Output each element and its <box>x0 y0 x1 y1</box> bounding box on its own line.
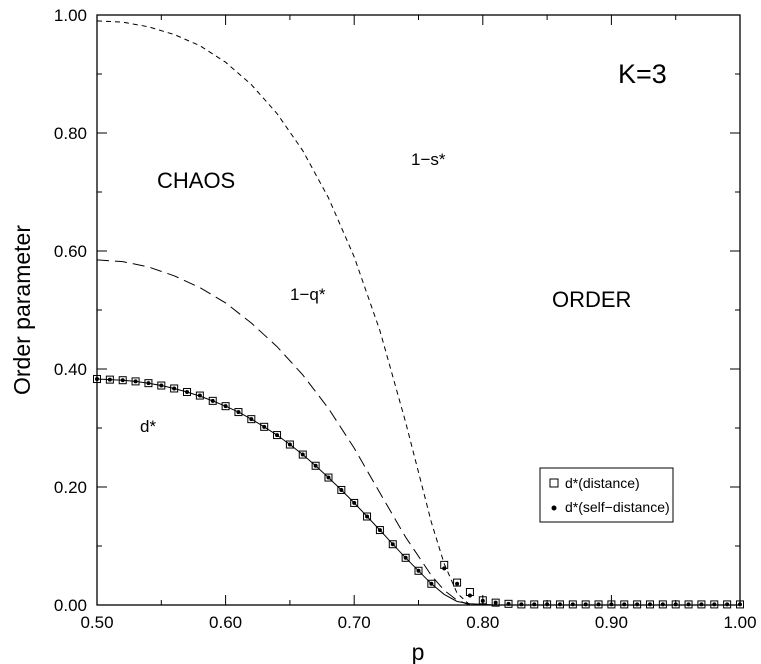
y-tick-label: 0.20 <box>54 478 87 497</box>
self-distance-marker <box>481 599 485 603</box>
self-distance-marker <box>507 602 511 606</box>
y-axis-label: Order parameter <box>9 225 35 395</box>
self-distance-marker <box>326 476 330 480</box>
self-distance-marker <box>738 602 742 606</box>
self-distance-marker <box>236 410 240 414</box>
self-distance-marker <box>108 378 112 382</box>
self-distance-marker <box>494 601 498 605</box>
self-distance-marker <box>622 602 626 606</box>
self-distance-marker <box>391 542 395 546</box>
y-tick-label: 1.00 <box>54 6 87 25</box>
self-distance-marker <box>635 602 639 606</box>
self-distance-marker <box>249 417 253 421</box>
self-distance-marker <box>275 433 279 437</box>
self-distance-marker <box>314 464 318 468</box>
y-tick-labels: 0.00 0.20 0.40 0.60 0.80 1.00 <box>54 6 87 615</box>
self-distance-marker <box>584 602 588 606</box>
self-distance-marker <box>262 425 266 429</box>
order-region-label: ORDER <box>552 287 631 312</box>
self-distance-marker <box>712 602 716 606</box>
self-distance-marker <box>429 582 433 586</box>
x-tick-labels: 0.50 0.60 0.70 0.80 0.90 1.00 <box>80 613 756 632</box>
legend-label-self-distance: d*(self−distance) <box>565 499 670 515</box>
d-curve-label: d* <box>140 417 156 436</box>
self-distance-marker <box>224 404 228 408</box>
x-tick-label: 0.90 <box>595 613 628 632</box>
x-axis-label: p <box>412 639 425 664</box>
self-distance-marker <box>185 390 189 394</box>
self-distance-marker <box>172 386 176 390</box>
self-distance-marker <box>674 602 678 606</box>
self-distance-marker <box>545 602 549 606</box>
self-distance-marker <box>687 602 691 606</box>
legend-marker-self-distance <box>552 506 557 511</box>
self-distance-marker <box>95 377 99 381</box>
x-tick-label: 0.70 <box>338 613 371 632</box>
self-distance-marker <box>301 453 305 457</box>
self-distance-marker <box>571 602 575 606</box>
y-tick-label: 0.40 <box>54 360 87 379</box>
self-distance-marker <box>648 602 652 606</box>
self-distance-marker <box>597 602 601 606</box>
self-distance-marker <box>404 556 408 560</box>
self-distance-marker <box>468 594 472 598</box>
y-tick-label: 0.60 <box>54 242 87 261</box>
self-distance-marker <box>159 384 163 388</box>
legend: d*(distance) d*(self−distance) <box>540 468 673 522</box>
q-curve-label: 1−q* <box>290 285 326 304</box>
self-distance-marker <box>609 602 613 606</box>
x-tick-label: 0.80 <box>466 613 499 632</box>
y-tick-label: 0.00 <box>54 596 87 615</box>
self-distance-marker <box>365 515 369 519</box>
self-distance-marker <box>442 566 446 570</box>
self-distance-marker <box>134 379 138 383</box>
self-distance-marker <box>725 602 729 606</box>
x-tick-label: 0.50 <box>80 613 113 632</box>
chaos-region-label: CHAOS <box>157 168 235 193</box>
self-distance-marker <box>352 501 356 505</box>
self-distance-marker <box>146 381 150 385</box>
self-distance-marker <box>699 602 703 606</box>
self-distance-marker <box>661 602 665 606</box>
self-distance-marker <box>288 443 292 447</box>
s-curve-label: 1−s* <box>411 150 446 169</box>
series-line-0 <box>97 21 470 605</box>
self-distance-marker <box>558 602 562 606</box>
self-distance-marker <box>417 569 421 573</box>
legend-label-distance: d*(distance) <box>565 475 640 491</box>
x-tick-label: 0.60 <box>209 613 242 632</box>
k-annotation: K=3 <box>618 59 667 89</box>
self-distance-marker <box>378 528 382 532</box>
y-tick-label: 0.80 <box>54 124 87 143</box>
self-distance-marker <box>198 394 202 398</box>
self-distance-marker <box>455 582 459 586</box>
x-tick-label: 1.00 <box>723 613 756 632</box>
self-distance-marker <box>519 602 523 606</box>
self-distance-marker <box>211 399 215 403</box>
self-distance-marker <box>532 602 536 606</box>
self-distance-marker <box>121 378 125 382</box>
self-distance-marker <box>339 488 343 492</box>
